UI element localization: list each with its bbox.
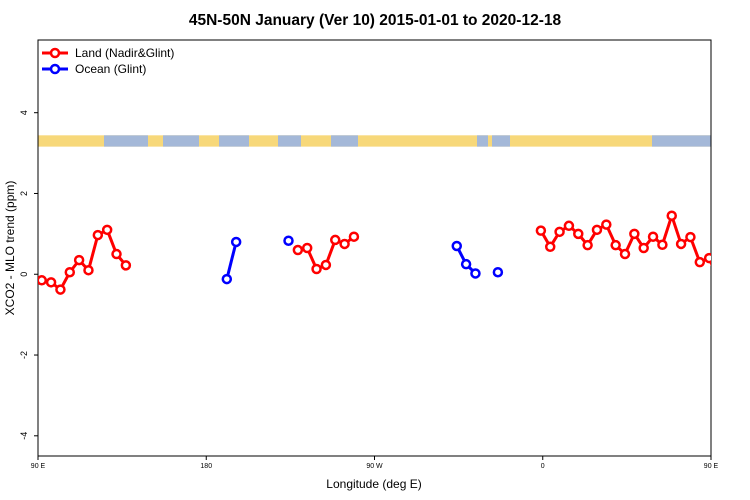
land-point <box>292 244 304 256</box>
x-tick-label: 90 E <box>704 463 719 470</box>
legend-land-marker <box>49 47 61 59</box>
land-point <box>329 234 341 246</box>
chart-title: 45N-50N January (Ver 10) 2015-01-01 to 2… <box>189 12 562 29</box>
land-point <box>535 225 547 236</box>
strip-ocean-band <box>219 135 249 147</box>
land-point <box>563 220 575 232</box>
ocean-series-line <box>225 241 238 280</box>
land-point <box>638 242 649 254</box>
y-tick-label: -4 <box>19 432 29 440</box>
land-point <box>582 239 593 251</box>
land-point <box>544 241 556 253</box>
ocean-point <box>283 235 294 246</box>
legend-ocean-marker <box>49 63 61 75</box>
legend: Land (Nadir&Glint) Ocean (Glint) <box>42 46 174 76</box>
strip-ocean-band <box>331 135 358 147</box>
land-point <box>554 226 565 238</box>
land-point <box>64 266 76 278</box>
land-point <box>38 275 47 286</box>
x-tick-label: 180 <box>200 463 212 470</box>
x-tick-label: 90 W <box>366 463 383 470</box>
land-point <box>573 228 584 240</box>
land-point <box>311 263 322 275</box>
strip-ocean-band <box>278 135 301 147</box>
land-point <box>92 229 104 241</box>
land-point <box>101 224 113 236</box>
land-point <box>45 277 57 288</box>
land-point <box>743 268 750 276</box>
y-axis: -4 -2 0 2 4 <box>19 110 38 440</box>
land-point <box>629 228 640 240</box>
x-axis-label: Longitude (deg E) <box>326 477 421 491</box>
land-point <box>724 277 732 285</box>
land-point <box>591 224 603 236</box>
strip-ocean-band <box>477 135 488 147</box>
strip-ocean-band <box>104 135 148 147</box>
y-tick-label: 2 <box>19 191 29 196</box>
ocean-point <box>460 258 472 270</box>
legend-land-label: Land (Nadir&Glint) <box>75 46 174 60</box>
y-tick-label: -2 <box>19 351 29 359</box>
land-point <box>675 238 687 250</box>
land-point <box>73 254 85 266</box>
land-point <box>685 231 696 243</box>
land-point <box>339 238 350 250</box>
land-series-line <box>41 228 128 292</box>
land-point <box>703 252 711 264</box>
land-point <box>320 259 332 271</box>
land-ocean-strip <box>38 135 711 147</box>
land-point <box>714 276 722 284</box>
land-point <box>657 239 668 251</box>
land-point <box>83 264 94 276</box>
strip-background <box>38 135 711 147</box>
x-tick-label: 0 <box>541 463 545 470</box>
plot-frame <box>37 39 712 457</box>
land-point <box>647 231 659 242</box>
strip-ocean-band <box>163 135 199 147</box>
y-tick-label: 0 <box>19 272 29 277</box>
ocean-point <box>492 266 504 278</box>
x-tick-label: 90 E <box>31 463 46 470</box>
y-axis-label: XCO2 - MLO trend (ppm) <box>3 181 17 316</box>
land-point <box>666 210 677 221</box>
ocean-point <box>470 268 481 279</box>
y-tick-label: 4 <box>19 110 29 115</box>
x-axis: 90 E 180 90 W 0 90 E <box>31 456 719 470</box>
legend-ocean-label: Ocean (Glint) <box>75 62 146 76</box>
land-point <box>348 231 360 242</box>
ocean-point <box>451 240 463 252</box>
land-point <box>619 248 631 260</box>
land-point <box>610 239 621 251</box>
ocean-point <box>221 273 233 285</box>
land-point <box>733 286 741 294</box>
series-layer <box>38 210 750 295</box>
ocean-point <box>230 236 242 248</box>
land-point <box>301 242 313 254</box>
land-point <box>601 219 612 230</box>
strip-ocean-band <box>652 135 711 147</box>
strip-ocean-band <box>492 135 510 147</box>
land-point <box>111 248 122 260</box>
land-point <box>120 260 132 271</box>
land-point <box>694 256 706 268</box>
land-point <box>55 284 66 295</box>
